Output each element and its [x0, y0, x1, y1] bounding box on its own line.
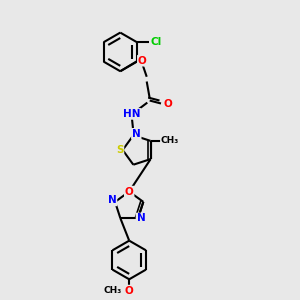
- Text: Cl: Cl: [150, 37, 161, 47]
- Text: HN: HN: [123, 109, 141, 119]
- Text: O: O: [138, 56, 147, 66]
- Text: S: S: [116, 145, 123, 155]
- Text: O: O: [125, 286, 134, 296]
- Text: N: N: [108, 195, 116, 206]
- Text: CH₃: CH₃: [104, 286, 122, 295]
- Text: N: N: [136, 214, 145, 224]
- Text: N: N: [132, 129, 141, 139]
- Text: O: O: [125, 187, 134, 196]
- Text: O: O: [163, 99, 172, 109]
- Text: CH₃: CH₃: [161, 136, 179, 146]
